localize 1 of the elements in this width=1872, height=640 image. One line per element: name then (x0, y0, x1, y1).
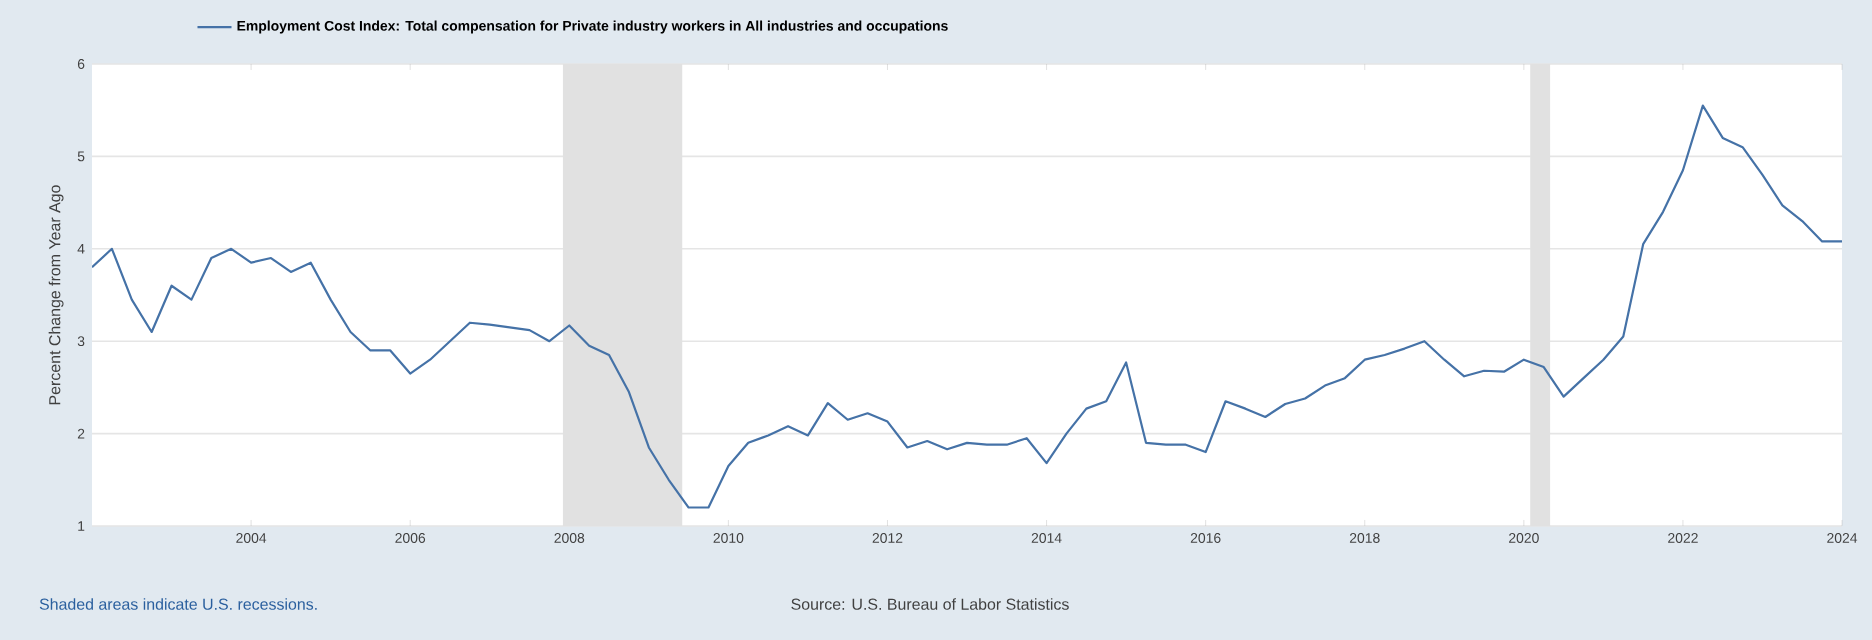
line-series (92, 104, 1843, 509)
